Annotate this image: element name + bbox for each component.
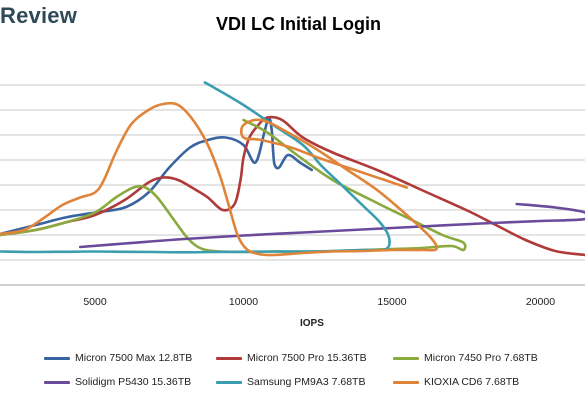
legend-label-5: KIOXIA CD6 7.68TB (424, 376, 520, 388)
x-axis-ticks: 5000 10000 15000 20000 (83, 296, 555, 308)
legend-item-4: Samsung PM9A3 7.68TB (216, 376, 365, 388)
legend: Micron 7500 Max 12.8TB Micron 7500 Pro 15… (0, 348, 585, 398)
series-line-3 (78, 202, 585, 249)
series-layer (0, 81, 585, 257)
legend-item-2: Micron 7450 Pro 7.68TB (393, 352, 538, 364)
legend-item-3: Solidigm P5430 15.36TB (44, 376, 191, 388)
legend-label-2: Micron 7450 Pro 7.68TB (424, 352, 538, 364)
legend-label-4: Samsung PM9A3 7.68TB (247, 376, 366, 388)
legend-swatch-5 (393, 380, 419, 384)
legend-item-0: Micron 7500 Max 12.8TB (44, 352, 192, 364)
x-tick-label-3: 20000 (526, 296, 555, 308)
legend-swatch-4 (216, 380, 242, 384)
series-line-5 (0, 101, 439, 257)
series-line-1 (0, 115, 585, 257)
legend-label-3: Solidigm P5430 15.36TB (75, 376, 192, 388)
legend-swatch-3 (44, 380, 70, 384)
legend-label-1: Micron 7500 Pro 15.36TB (247, 352, 367, 364)
legend-swatch-1 (216, 356, 242, 360)
x-tick-label-1: 10000 (229, 296, 258, 308)
legend-item-1: Micron 7500 Pro 15.36TB (216, 352, 367, 364)
legend-item-5: KIOXIA CD6 7.68TB (393, 376, 519, 388)
chart-title: VDI LC Initial Login (216, 14, 381, 34)
x-tick-label-0: 5000 (83, 296, 107, 308)
brand-logo-text: Review (0, 3, 78, 28)
x-tick-label-2: 15000 (377, 296, 406, 308)
legend-swatch-2 (393, 356, 419, 360)
legend-label-0: Micron 7500 Max 12.8TB (75, 352, 193, 364)
x-axis-label: IOPS (300, 318, 324, 329)
series-line-4 (0, 81, 391, 254)
legend-swatch-0 (44, 356, 70, 360)
